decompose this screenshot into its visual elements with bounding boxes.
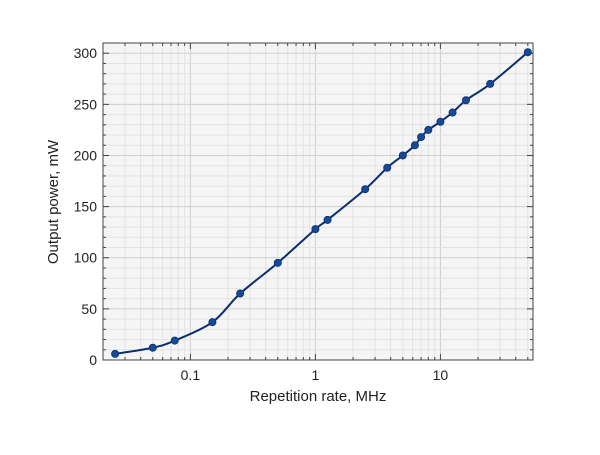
y-tick-label: 100 [74, 250, 98, 266]
data-point [383, 163, 392, 172]
data-point [311, 225, 320, 234]
y-tick-label: 50 [81, 301, 97, 317]
plot-frame [102, 42, 534, 361]
data-point [448, 108, 457, 117]
data-point [523, 48, 532, 57]
y-tick-label: 250 [74, 96, 98, 112]
y-tick-label: 150 [74, 199, 98, 215]
data-point [273, 258, 282, 267]
data-point [148, 343, 157, 352]
data-point [170, 336, 179, 345]
data-point [361, 185, 370, 194]
grid [102, 42, 533, 361]
x-tick-label: 1 [312, 367, 320, 383]
axis-ticks [102, 42, 533, 361]
data-point [410, 141, 419, 150]
data-point [424, 125, 433, 134]
data-point [486, 79, 495, 88]
y-tick-label: 300 [74, 45, 98, 61]
x-tick-label: 10 [433, 367, 449, 383]
data-point [111, 349, 120, 358]
y-tick-label: 200 [74, 147, 98, 163]
x-tick-label: 0.1 [181, 367, 201, 383]
x-axis-title: Repetition rate, MHz [250, 388, 387, 405]
series [111, 48, 532, 358]
y-axis-title: Output power, mW [45, 139, 62, 264]
data-point [323, 215, 332, 224]
data-point [461, 96, 470, 105]
data-point [236, 289, 245, 298]
data-point [417, 133, 426, 142]
data-point [208, 318, 217, 327]
plot-background [103, 43, 533, 360]
data-point [436, 117, 445, 126]
data-point [398, 151, 407, 160]
y-tick-label: 0 [89, 352, 97, 368]
